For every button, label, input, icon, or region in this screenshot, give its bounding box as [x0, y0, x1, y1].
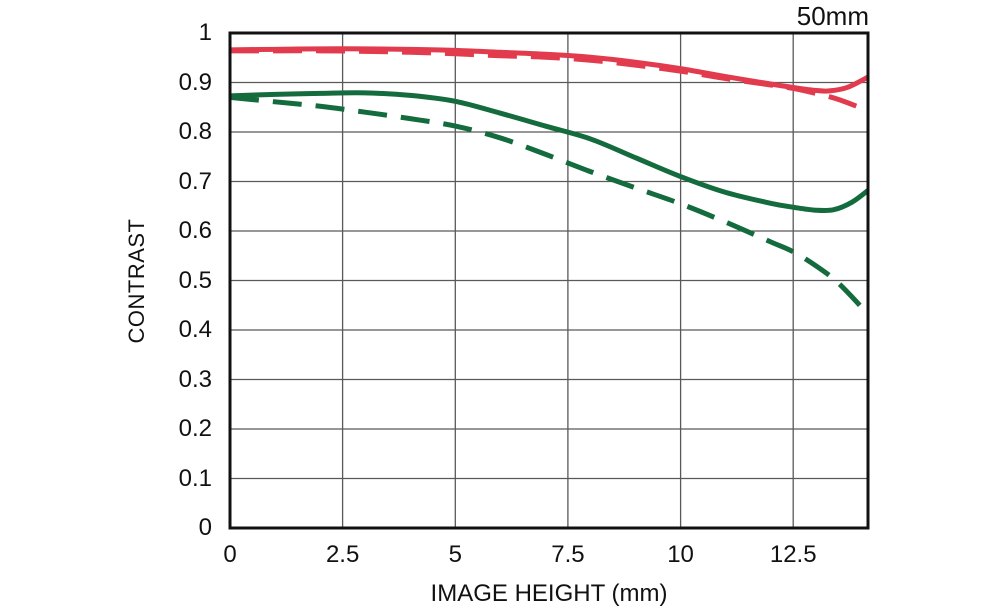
y-tick-label: 0.6 — [178, 217, 212, 244]
x-tick-label: 5 — [448, 541, 462, 568]
y-tick-label: 0 — [198, 514, 212, 541]
x-tick-label: 0 — [223, 541, 237, 568]
curve-red-dashed — [230, 48, 869, 114]
x-tick-label: 12.5 — [769, 541, 817, 568]
y-tick-label: 0.7 — [178, 167, 212, 195]
curve-green-solid — [229, 90, 870, 214]
y-tick-label: 1 — [198, 19, 212, 46]
y-tick-label: 0.9 — [178, 68, 212, 96]
y-tick-label: 0.1 — [178, 464, 212, 492]
y-axis-label: CONTRAST — [124, 218, 149, 344]
plot-area — [228, 31, 870, 530]
y-tick-label: 0.4 — [178, 316, 212, 343]
y-tick-label: 0.3 — [178, 365, 212, 393]
x-tick-label: 7.5 — [551, 541, 585, 568]
plot-frame — [228, 31, 870, 530]
x-axis-label: IMAGE HEIGHT (mm) — [430, 580, 668, 607]
y-tick-label: 0.5 — [178, 266, 212, 294]
focal-length-title: 50mm — [796, 1, 869, 31]
curve-red-solid — [229, 46, 870, 94]
x-tick-label: 2.5 — [325, 541, 360, 568]
y-tick-label: 0.2 — [178, 415, 212, 442]
x-tick-label: 10 — [667, 541, 694, 568]
y-tick-label: 0.8 — [178, 118, 212, 145]
curve-green-dashed — [229, 94, 870, 316]
